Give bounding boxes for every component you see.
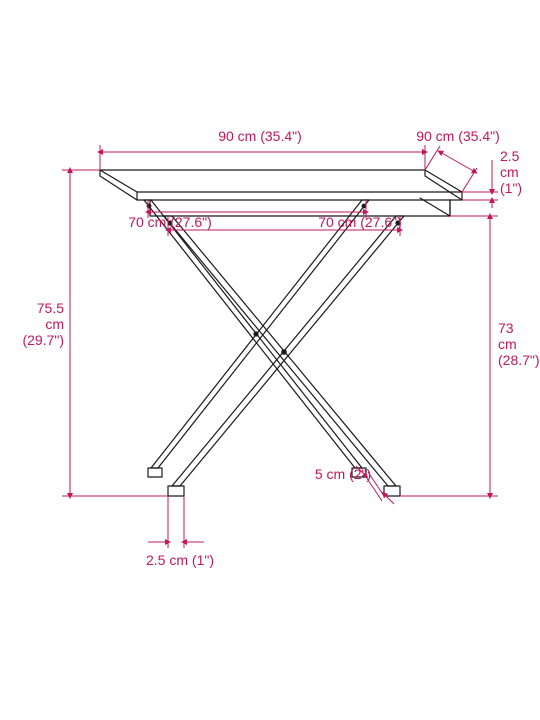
dim-top-width: 90 cm (35.4") [160, 128, 360, 144]
dim-leg-span-back: 70 cm (27.6") [280, 214, 440, 230]
diagram-svg [0, 0, 540, 720]
dim-foot-depth: 5 cm (2") [298, 466, 388, 482]
dim-top-depth: 90 cm (35.4") [398, 128, 518, 144]
dim-leg-span-front: 70 cm (27.6") [90, 214, 250, 230]
dim-top-thickness: 2.5 cm (1") [500, 148, 522, 196]
dim-foot-width: 2.5 cm (1") [120, 552, 240, 568]
dim-height-total: 75.5 cm (29.7") [8, 300, 64, 348]
diagram-canvas: 90 cm (35.4") 90 cm (35.4") 2.5 cm (1") … [0, 0, 540, 720]
dim-height-under: 73 cm (28.7") [498, 320, 540, 368]
